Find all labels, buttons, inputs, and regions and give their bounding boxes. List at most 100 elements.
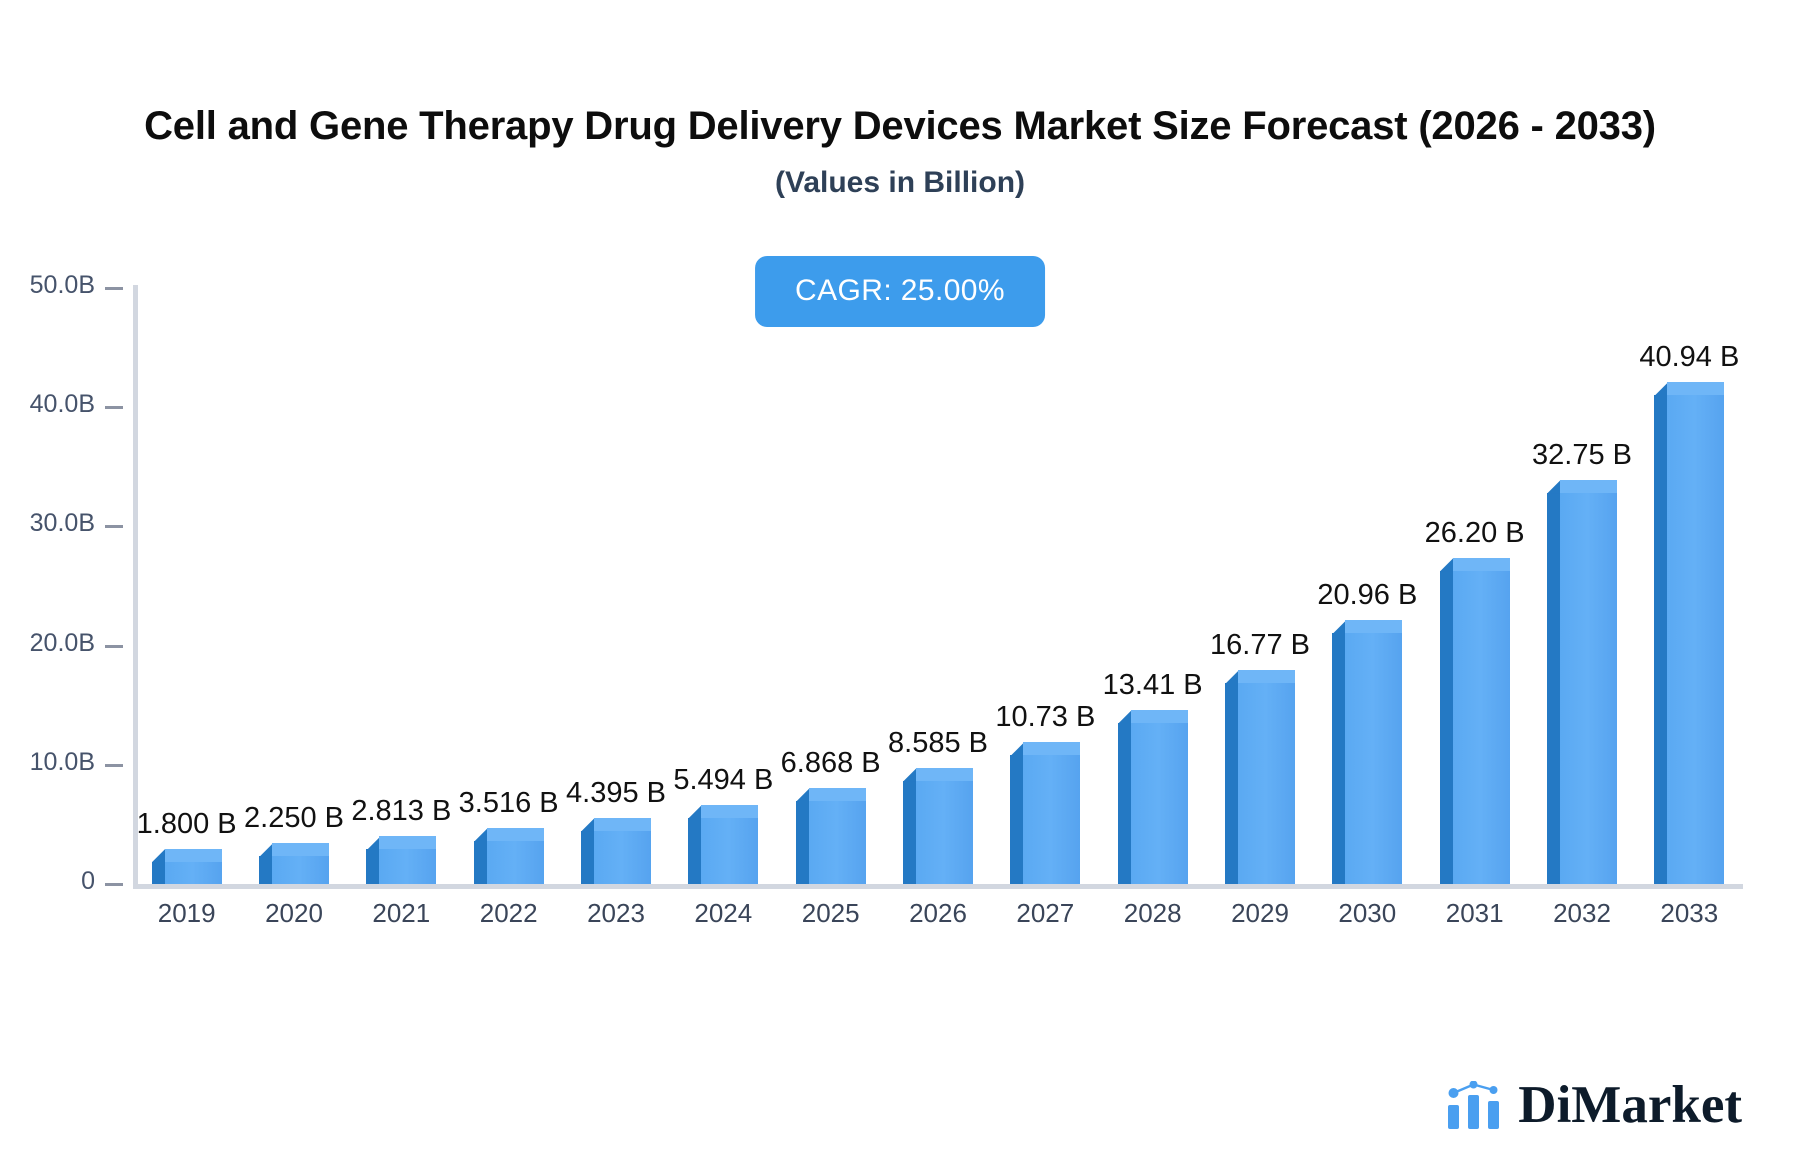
- x-axis-line: [133, 884, 1743, 889]
- bar-top-face: [1452, 557, 1510, 572]
- bar-front-face: [1667, 395, 1725, 884]
- bar-chart-logo-icon: [1448, 1080, 1500, 1129]
- bar-value-label: 8.585 B: [888, 726, 988, 759]
- bar-front-face: [1023, 755, 1081, 884]
- x-axis-label: 2022: [479, 898, 538, 928]
- bar-side-face: [259, 856, 273, 884]
- bar-top-face: [486, 828, 544, 843]
- bar-slot: 10.73 B: [995, 288, 1095, 884]
- bar-side-face: [1654, 395, 1669, 884]
- bar-front-face: [379, 849, 437, 884]
- x-axis-label: 2026: [909, 898, 967, 928]
- bar-slot: 4.395 B: [566, 288, 666, 884]
- bar-top-face: [808, 788, 866, 803]
- bar-front-face: [701, 817, 759, 884]
- bar-value-label: 5.494 B: [673, 763, 774, 796]
- bar[interactable]: [473, 828, 544, 884]
- bar-side-face: [473, 841, 488, 884]
- y-axis-tick-label: 0: [81, 867, 95, 895]
- bar-value-label: 32.75 B: [1532, 438, 1632, 471]
- bar[interactable]: [259, 843, 329, 884]
- bar-side-face: [1547, 492, 1561, 884]
- x-axis-label: 2032: [1553, 898, 1611, 928]
- bar[interactable]: [366, 836, 437, 884]
- bar-side-bevel: [1117, 710, 1132, 725]
- x-axis-label: 2025: [801, 898, 860, 928]
- bar[interactable]: [688, 804, 759, 884]
- bar-side-bevel: [581, 817, 595, 832]
- dimarket-logo: DiMarket: [1446, 1079, 1742, 1132]
- x-axis-label: 2031: [1445, 898, 1504, 928]
- bar-top-face: [272, 843, 329, 858]
- bar-slot: 40.94 B: [1639, 288, 1739, 884]
- y-axis-tick-label: 30.0B: [29, 509, 95, 538]
- x-axis-label: 2021: [372, 898, 431, 928]
- chart-subtitle: (Values in Billion): [774, 166, 1026, 199]
- bar-value-label: 6.868 B: [780, 747, 881, 780]
- bar-top-face: [1345, 620, 1403, 635]
- bar-side-face: [1225, 683, 1239, 884]
- bar-front-face: [1452, 570, 1510, 884]
- bar-side-bevel: [151, 848, 166, 863]
- bar[interactable]: [1225, 670, 1295, 884]
- bar-side-face: [1439, 570, 1454, 884]
- bar[interactable]: [1547, 479, 1617, 884]
- bar-side-face: [688, 817, 703, 884]
- bar-slot: 5.494 B: [673, 288, 773, 884]
- y-axis-tick-label: 40.0B: [29, 390, 95, 419]
- bar-side-bevel: [473, 828, 488, 843]
- bar-slot: 2.250 B: [244, 288, 344, 884]
- bar-side-face: [366, 849, 381, 884]
- bar-value-label: 16.77 B: [1210, 629, 1310, 662]
- bar-side-face: [581, 830, 595, 884]
- bar-value-label: 13.41 B: [1102, 669, 1203, 702]
- y-axis-tick-mark: [105, 287, 123, 290]
- bar-top-face: [701, 804, 759, 819]
- bar-side-bevel: [366, 836, 381, 851]
- bar-top-face: [1560, 479, 1617, 494]
- bar[interactable]: [1654, 382, 1725, 884]
- bar-slot: 32.75 B: [1532, 288, 1632, 884]
- bar[interactable]: [1010, 742, 1081, 884]
- y-axis-tick-mark: [105, 883, 123, 886]
- bar-front-face: [916, 780, 973, 884]
- bar-value-label: 1.800 B: [136, 807, 237, 840]
- bar-side-bevel: [1439, 557, 1454, 572]
- bar-value-label: 2.813 B: [351, 795, 452, 828]
- bar-side-face: [1117, 723, 1132, 884]
- bar-top-face: [1130, 710, 1188, 725]
- bar[interactable]: [903, 767, 973, 884]
- bar[interactable]: [1439, 557, 1510, 884]
- bar-slot: 3.516 B: [459, 288, 559, 884]
- bar-value-label: 40.94 B: [1639, 341, 1740, 373]
- bar-front-face: [1345, 633, 1403, 884]
- bar-side-face: [151, 861, 166, 884]
- bar-top-face: [594, 817, 651, 832]
- bar[interactable]: [151, 848, 222, 884]
- bar[interactable]: [795, 788, 866, 884]
- bar[interactable]: [1332, 620, 1403, 884]
- bar[interactable]: [1117, 710, 1188, 884]
- bar-side-face: [903, 780, 917, 884]
- bar-front-face: [1130, 723, 1188, 884]
- y-axis-tick-label: 10.0B: [29, 747, 95, 776]
- y-axis-tick-label: 50.0B: [29, 271, 95, 299]
- bar-top-face: [164, 848, 222, 863]
- bar-side-bevel: [688, 804, 703, 819]
- bar-slot: 13.41 B: [1103, 288, 1203, 884]
- logo-text: DiMarket: [1518, 1076, 1742, 1134]
- bar-slot: 2.813 B: [351, 288, 451, 884]
- bar-value-label: 10.73 B: [995, 701, 1096, 734]
- chart-title: Cell and Gene Therapy Drug Delivery Devi…: [144, 104, 1656, 148]
- bar-value-label: 2.250 B: [244, 802, 344, 835]
- bar-front-face: [808, 801, 866, 884]
- bar-top-face: [379, 836, 437, 851]
- x-axis-label: 2020: [265, 898, 323, 928]
- x-axis-label: 2033: [1660, 898, 1719, 928]
- x-axis-label: 2029: [1231, 898, 1289, 928]
- y-axis-tick-mark: [105, 763, 123, 767]
- bar[interactable]: [581, 817, 651, 884]
- bar-slot: 8.585 B: [888, 288, 988, 884]
- y-axis-tick-mark: [105, 406, 123, 410]
